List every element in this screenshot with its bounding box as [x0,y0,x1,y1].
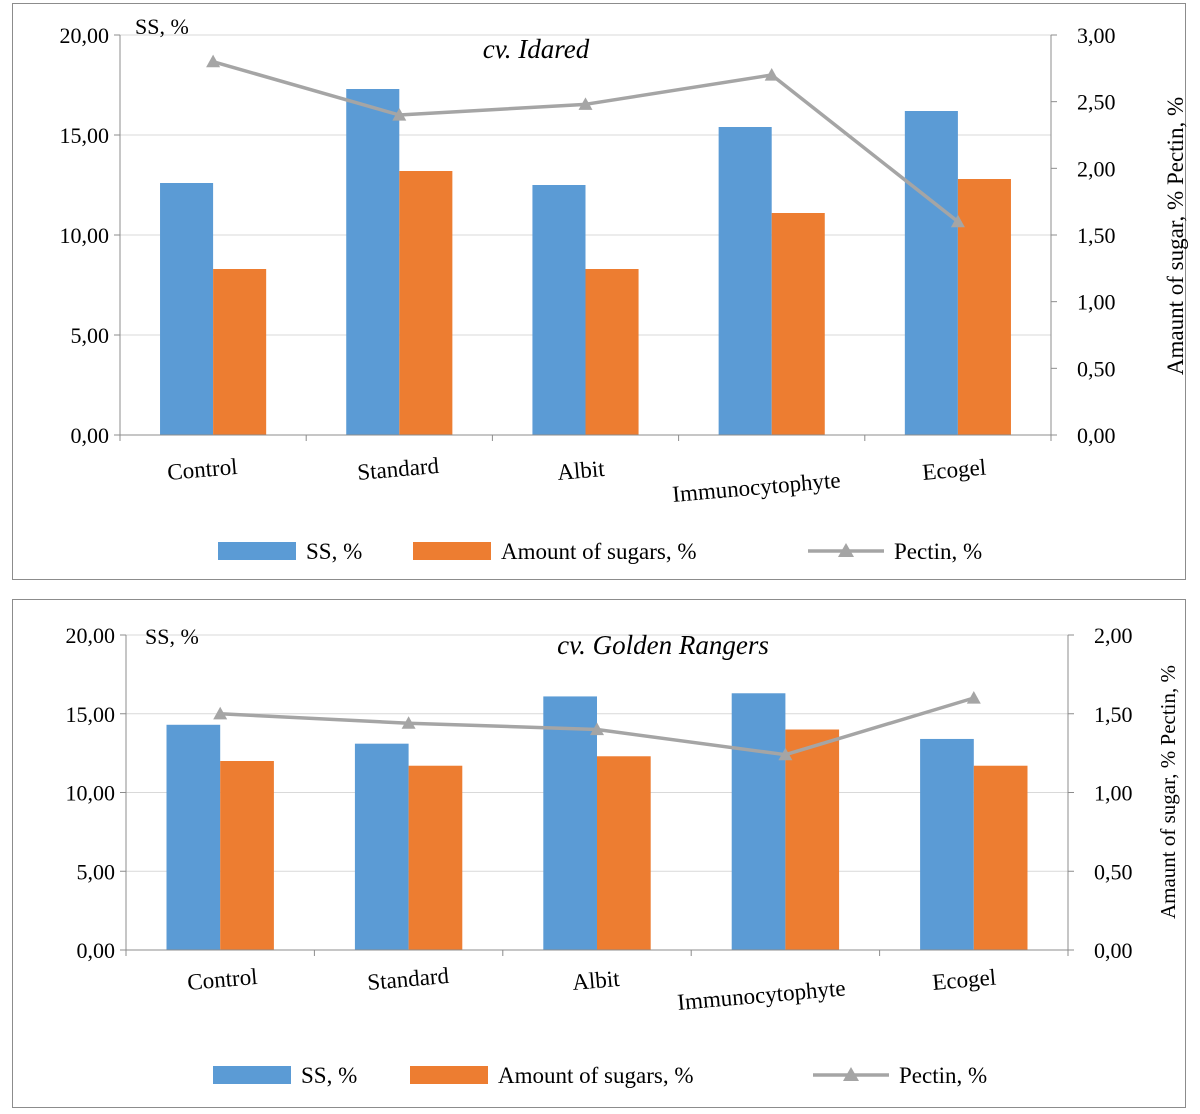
legend-label-ss: SS, % [301,1063,357,1088]
chart-title: cv. Idared [483,34,590,64]
bar-sugars [408,765,463,950]
pectin-marker [590,722,604,736]
y-tick-label: 0,00 [77,938,116,963]
y-tick-label: 15,00 [60,123,110,148]
legend-swatch-sugars [413,542,491,560]
y2-tick-label: 0,00 [1077,423,1116,448]
pectin-marker [392,108,407,121]
pectin-marker [401,716,416,729]
y2-tick-label: 2,00 [1077,156,1116,181]
chart-title: cv. Golden Rangers [557,630,769,660]
legend-label-ss: SS, % [306,539,362,564]
bar-sugars [973,765,1028,950]
pectin-marker [206,54,221,68]
pectin-marker [578,97,593,110]
legend-label-sugars: Amount of sugars, % [498,1063,693,1088]
y-axis-label: SS, % [145,624,199,649]
bar-ss [543,696,597,950]
y-tick-label: 20,00 [60,23,110,48]
chart-panel-idared: 0,00 5,00 10,00 15,00 20,00 0,00 0,50 1,00 1,50 2… [12,3,1189,580]
bar-sugars [785,729,840,950]
bar-ss [346,89,400,435]
bar-ss [904,111,958,435]
y-tick-label: 15,00 [66,702,116,727]
category-label: Ecogel [931,965,997,995]
bar-ss [920,738,974,950]
y2-tick-label: 1,00 [1094,781,1133,806]
y-tick-label: 10,00 [60,223,110,248]
chart-panel-golden-rangers: 0,00 5,00 10,00 15,00 20,00 0,00 0,50 1,00 1,50 2… [12,599,1186,1108]
y-tick-label: 10,00 [66,781,116,806]
bar-ss [166,724,221,950]
y2-tick-label: 1,50 [1094,702,1133,727]
bar-sugars [771,213,825,435]
y2-axis-label: Amaunt of sugar, % Pectin, % [1156,665,1180,919]
bar-sugars [213,269,267,435]
bar-ss [532,185,586,435]
y2-tick-label: 2,00 [1094,623,1133,648]
y2-tick-label: 0,50 [1077,356,1116,381]
legend-swatch-sugars [410,1066,488,1084]
legend-marker-pectin [843,1067,859,1081]
y2-tick-label: 0,00 [1094,938,1133,963]
y2-tick-label: 1,50 [1077,223,1116,248]
category-label: Albit [571,966,621,995]
pectin-marker [966,691,981,704]
bar-ss [160,183,214,435]
chart-idared: 0,00 5,00 10,00 15,00 20,00 0,00 0,50 1,00 1,50 2… [60,14,1189,564]
bar-sugars [957,179,1011,435]
bar-ss [731,693,786,950]
y2-axis-label: Amaunt of sugar, % Pectin, % [1163,97,1188,375]
category-label: Albit [556,456,606,485]
pectin-marker [764,68,779,81]
bar-ss [354,743,409,950]
y-axis-label: SS, % [135,14,189,39]
chart-golden-rangers: 0,00 5,00 10,00 15,00 20,00 0,00 0,50 1,00 1,50 2… [66,623,1181,1088]
pectin-marker [778,747,793,761]
y2-tick-label: 2,50 [1077,90,1116,115]
category-label: Immunocytophyte [676,975,846,1015]
bar-sugars [399,171,453,435]
y-tick-label: 5,00 [77,859,116,884]
legend-swatch-ss [218,542,296,560]
category-label: Standard [366,963,450,995]
legend-swatch-ss [213,1066,291,1084]
category-label: Immunocytophyte [671,467,841,507]
y-tick-label: 20,00 [66,623,116,648]
bar-sugars [220,761,274,950]
legend-label-pectin: Pectin, % [899,1063,987,1088]
category-label: Control [186,964,258,995]
y2-tick-label: 1,00 [1077,290,1116,315]
legend-marker-pectin [838,543,854,557]
pectin-marker [213,706,228,720]
bar-sugars [597,756,651,950]
category-label: Ecogel [921,455,987,485]
bar-sugars [585,269,639,435]
y2-tick-label: 0,50 [1094,859,1133,884]
pectin-marker [950,214,965,228]
category-label: Standard [356,453,440,485]
y-tick-label: 5,00 [71,323,110,348]
legend-label-pectin: Pectin, % [894,539,982,564]
legend-label-sugars: Amount of sugars, % [501,539,696,564]
bar-ss [718,127,772,435]
y2-tick-label: 3,00 [1077,23,1116,48]
y-tick-label: 0,00 [71,423,110,448]
category-label: Control [166,454,238,485]
